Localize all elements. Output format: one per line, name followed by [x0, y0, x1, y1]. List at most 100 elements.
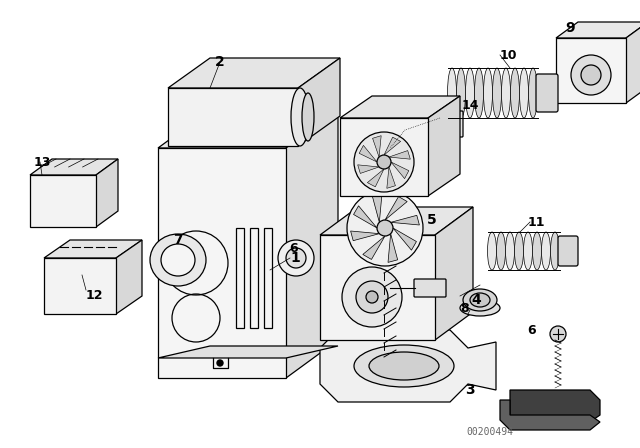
Ellipse shape: [541, 232, 550, 270]
Circle shape: [377, 220, 393, 236]
Circle shape: [356, 281, 388, 313]
Ellipse shape: [291, 88, 309, 146]
Circle shape: [347, 190, 423, 266]
Polygon shape: [158, 110, 338, 148]
Polygon shape: [556, 38, 626, 103]
Ellipse shape: [515, 232, 524, 270]
Circle shape: [354, 132, 414, 192]
Text: 2: 2: [215, 55, 225, 69]
Polygon shape: [30, 159, 118, 175]
Polygon shape: [320, 330, 496, 402]
Polygon shape: [428, 96, 460, 196]
Ellipse shape: [502, 68, 511, 118]
Ellipse shape: [470, 293, 490, 307]
Polygon shape: [351, 231, 380, 241]
Ellipse shape: [463, 289, 497, 311]
Ellipse shape: [529, 68, 538, 118]
Circle shape: [217, 360, 223, 366]
Ellipse shape: [302, 93, 314, 141]
Polygon shape: [384, 137, 401, 155]
Ellipse shape: [447, 68, 456, 118]
Polygon shape: [372, 194, 382, 222]
Circle shape: [550, 326, 566, 342]
Polygon shape: [168, 58, 340, 88]
Polygon shape: [358, 165, 379, 173]
Polygon shape: [359, 146, 377, 162]
Polygon shape: [44, 240, 142, 258]
Circle shape: [286, 248, 306, 268]
Polygon shape: [320, 207, 473, 235]
Polygon shape: [391, 162, 409, 179]
Ellipse shape: [497, 232, 506, 270]
Text: 6: 6: [290, 241, 298, 254]
Polygon shape: [340, 118, 428, 196]
Ellipse shape: [369, 352, 439, 380]
Bar: [250, 228, 258, 328]
Ellipse shape: [520, 68, 529, 118]
Ellipse shape: [161, 244, 195, 276]
Polygon shape: [96, 159, 118, 227]
Ellipse shape: [493, 68, 502, 118]
Circle shape: [571, 55, 611, 95]
Polygon shape: [320, 235, 435, 340]
Text: 1: 1: [290, 251, 300, 265]
Polygon shape: [363, 236, 385, 259]
Circle shape: [377, 155, 391, 169]
Polygon shape: [387, 167, 396, 188]
Polygon shape: [298, 58, 340, 146]
Ellipse shape: [483, 68, 493, 118]
Polygon shape: [393, 228, 417, 250]
Polygon shape: [353, 206, 377, 228]
Text: 10: 10: [499, 48, 516, 61]
Ellipse shape: [474, 68, 483, 118]
Polygon shape: [385, 197, 407, 220]
Text: 9: 9: [565, 21, 575, 35]
FancyBboxPatch shape: [536, 74, 558, 112]
Text: 00200494: 00200494: [467, 427, 513, 437]
Polygon shape: [510, 390, 600, 422]
Ellipse shape: [354, 345, 454, 387]
FancyBboxPatch shape: [558, 236, 578, 266]
Text: 12: 12: [85, 289, 103, 302]
Bar: [264, 228, 272, 328]
Polygon shape: [158, 346, 338, 358]
Polygon shape: [390, 215, 419, 225]
Ellipse shape: [524, 232, 532, 270]
Polygon shape: [372, 136, 381, 157]
Text: 6: 6: [528, 323, 536, 336]
Ellipse shape: [550, 232, 559, 270]
Circle shape: [342, 267, 402, 327]
Ellipse shape: [456, 68, 465, 118]
Ellipse shape: [465, 68, 474, 118]
Circle shape: [581, 65, 601, 85]
Bar: [236, 228, 244, 328]
Bar: [435, 104, 457, 112]
Polygon shape: [340, 96, 460, 118]
Polygon shape: [500, 400, 600, 430]
Ellipse shape: [506, 232, 515, 270]
Ellipse shape: [532, 232, 541, 270]
Polygon shape: [158, 148, 286, 378]
Ellipse shape: [460, 300, 500, 316]
Polygon shape: [44, 258, 116, 314]
Polygon shape: [435, 207, 473, 340]
FancyBboxPatch shape: [414, 279, 446, 297]
Text: 8: 8: [461, 302, 469, 314]
Polygon shape: [389, 151, 410, 159]
Text: 4: 4: [471, 293, 481, 307]
Polygon shape: [286, 110, 338, 378]
Text: 3: 3: [465, 383, 475, 397]
Text: 5: 5: [427, 213, 437, 227]
Polygon shape: [388, 234, 397, 263]
Ellipse shape: [511, 68, 520, 118]
Polygon shape: [168, 88, 298, 146]
Polygon shape: [116, 240, 142, 314]
Polygon shape: [626, 22, 640, 103]
Circle shape: [278, 240, 314, 276]
Text: 13: 13: [33, 155, 51, 168]
Polygon shape: [556, 22, 640, 38]
Polygon shape: [367, 169, 384, 187]
Polygon shape: [30, 175, 96, 227]
FancyBboxPatch shape: [429, 111, 463, 137]
Text: 14: 14: [461, 99, 479, 112]
